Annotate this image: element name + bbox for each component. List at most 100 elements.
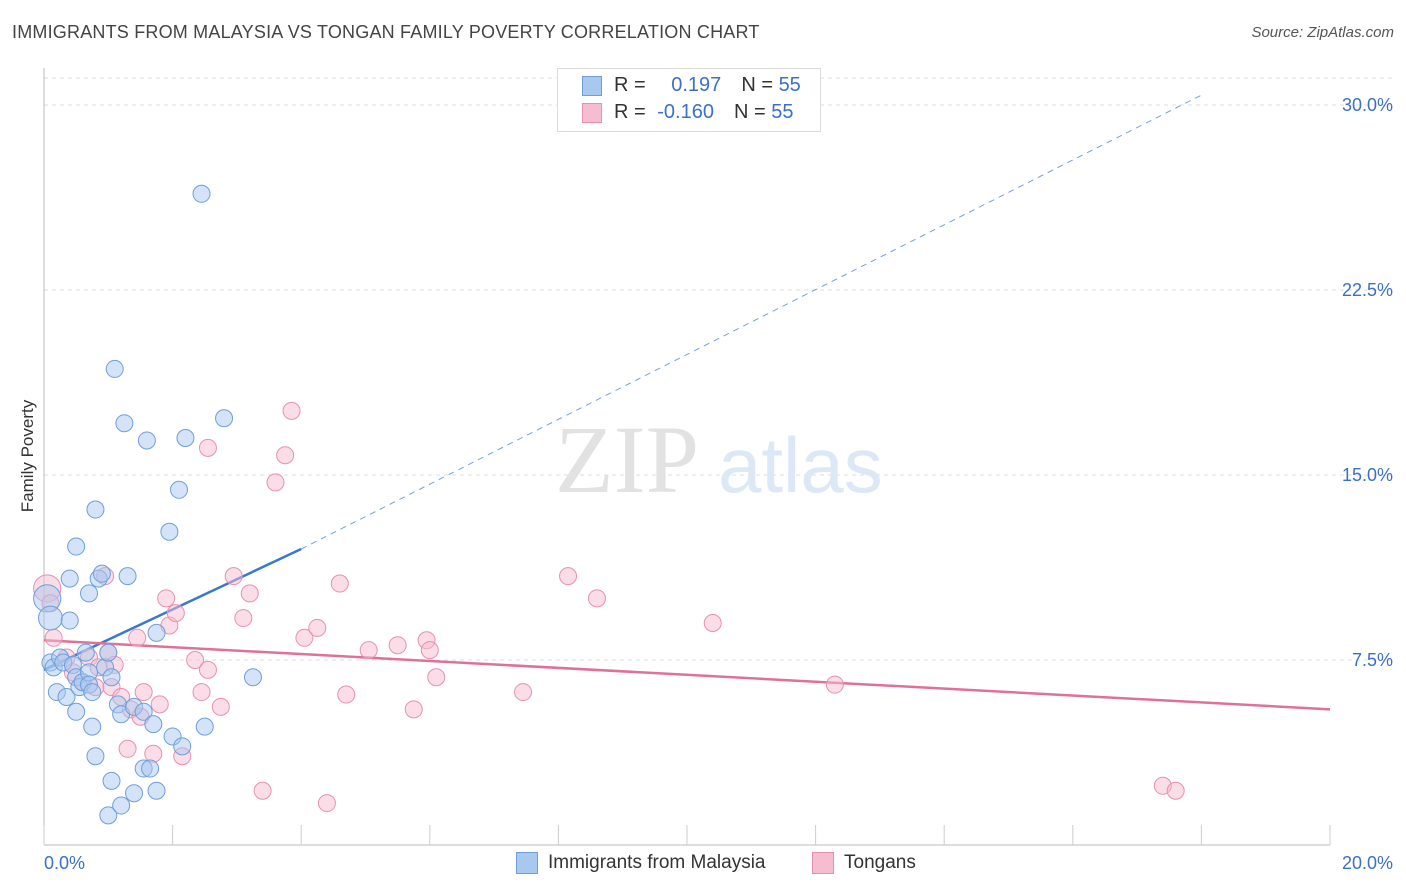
malaysia-point-43 [144, 715, 163, 734]
tongan-point-39 [330, 574, 349, 593]
tongan-point-48 [559, 567, 578, 586]
legend-r-label-1: R = [614, 74, 652, 96]
tongan-point-43 [404, 700, 423, 719]
malaysia-point-8 [60, 611, 79, 630]
malaysia-point-13 [67, 537, 86, 556]
tongan-point-1 [44, 628, 63, 647]
tongan-point-40 [337, 685, 356, 704]
legend-n-label-2: N = [733, 101, 772, 123]
malaysia-point-35 [115, 414, 134, 433]
x-tick-label-min: 0.0% [44, 853, 85, 873]
tongan-point-42 [388, 636, 407, 655]
malaysia-point-42 [141, 759, 160, 778]
malaysia-point-1 [38, 605, 63, 631]
malaysia-point-45 [147, 623, 166, 642]
malaysia-point-54 [243, 668, 262, 687]
malaysia-point-19 [83, 683, 102, 702]
y-tick-label-2: 22.5% [1342, 280, 1393, 300]
malaysia-point-27 [99, 643, 118, 662]
legend-malaysia-label: Immigrants from Malaysia [548, 852, 766, 874]
x-tick-label-max: 20.0% [1342, 853, 1393, 873]
malaysia-point-31 [105, 359, 124, 378]
malaysia-point-50 [176, 429, 195, 447]
malaysia-point-20 [80, 584, 99, 603]
tongan-points [33, 401, 1185, 813]
tongan-point-19 [150, 695, 169, 714]
tongan-point-35 [282, 401, 301, 420]
malaysia-point-53 [215, 409, 234, 428]
malaysia-point-41 [137, 431, 156, 450]
tongan-point-25 [192, 683, 211, 702]
tongan-point-17 [134, 683, 153, 702]
watermark-zip: ZIP [555, 406, 699, 513]
watermark-atlas: atlas [718, 421, 883, 509]
y-tick-label-3: 30.0% [1342, 95, 1393, 115]
legend-item-malaysia: Immigrants from Malaysia [516, 852, 766, 874]
tongan-point-37 [308, 618, 327, 637]
tongan-point-36 [295, 628, 314, 647]
tongan-point-45 [420, 641, 439, 660]
correlation-legend: R = 0.197 N = 55 R = -0.160 N = 55 [557, 68, 821, 132]
tongan-point-50 [703, 614, 722, 632]
malaysia-point-21 [83, 717, 102, 736]
malaysia-point-25 [92, 564, 111, 583]
tongan-point-46 [427, 668, 446, 687]
legend-r-label-2: R = [614, 101, 652, 123]
malaysia-swatch [582, 75, 602, 96]
malaysia-point-36 [118, 567, 137, 586]
tongan-point-47 [514, 683, 533, 702]
tongan-point-49 [587, 589, 606, 608]
legend-tongan-swatch [812, 852, 834, 874]
tongan-swatch [582, 102, 602, 123]
malaysia-point-49 [173, 737, 192, 756]
tongan-point-53 [1166, 781, 1185, 800]
tongan-point-26 [198, 438, 217, 457]
tongan-point-31 [240, 584, 259, 603]
tongan-point-34 [276, 446, 295, 465]
y-tick-label-1: 15.0% [1342, 465, 1393, 485]
legend-r-value-1: 0.197 [671, 74, 722, 96]
x-ticks [43, 825, 1331, 845]
malaysia-point-30 [102, 668, 121, 687]
malaysia-trend-extension [300, 94, 1202, 550]
malaysia-point-46 [160, 522, 179, 541]
legend-n-label-1: N = [741, 74, 779, 96]
y-tick-label-0: 7.5% [1352, 650, 1393, 670]
tongan-trend-line [43, 639, 1331, 711]
malaysia-point-51 [192, 184, 211, 203]
tongan-point-27 [198, 660, 217, 679]
tongan-point-15 [128, 628, 147, 647]
tongan-point-22 [166, 604, 185, 623]
malaysia-point-22 [86, 747, 105, 766]
tongan-point-33 [266, 473, 285, 492]
legend-r-value-2: -0.160 [657, 101, 714, 123]
tongan-point-30 [234, 609, 253, 628]
malaysia-point-38 [125, 784, 144, 803]
malaysia-point-16 [76, 643, 95, 662]
tongan-point-24 [186, 651, 205, 669]
watermark: ZIP atlas [555, 406, 883, 513]
malaysia-point-23 [86, 500, 105, 519]
malaysia-point-11 [67, 702, 86, 721]
legend-item-tongan: Tongans [812, 852, 916, 874]
malaysia-point-39 [134, 702, 153, 721]
chart-title: IMMIGRANTS FROM MALAYSIA VS TONGAN FAMIL… [12, 22, 760, 42]
malaysia-point-7 [57, 688, 76, 706]
gridlines [44, 77, 1393, 661]
tongan-point-41 [359, 641, 378, 660]
legend-malaysia-swatch [516, 852, 538, 874]
malaysia-point-29 [102, 771, 121, 790]
legend-row-tongan: R = -0.160 N = 55 [582, 101, 793, 127]
tongan-point-20 [157, 589, 176, 608]
malaysia-point-52 [195, 717, 214, 736]
tongan-point-51 [825, 675, 844, 694]
source-label: Source: ZipAtlas.com [1251, 24, 1394, 41]
malaysia-point-34 [112, 796, 131, 815]
malaysia-points [33, 184, 262, 825]
malaysia-point-28 [99, 806, 118, 825]
legend-n-value-2: 55 [771, 101, 794, 123]
malaysia-point-9 [60, 569, 79, 588]
legend-n-value-1: 55 [778, 74, 801, 96]
legend-tongan-label: Tongans [844, 852, 916, 874]
